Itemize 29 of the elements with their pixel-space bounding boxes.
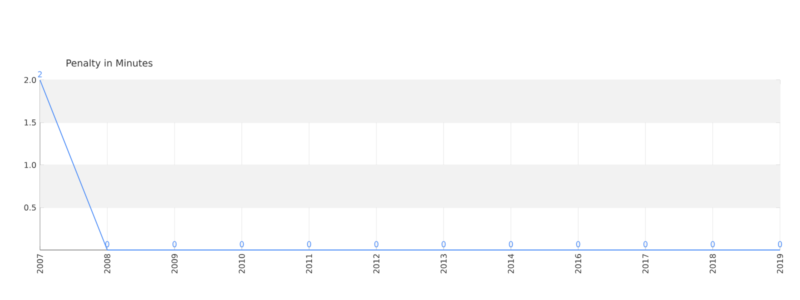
data-label: 0 <box>508 241 513 248</box>
x-tick-label: 2016 <box>575 254 582 274</box>
x-tick-label: 2012 <box>373 254 380 274</box>
data-label: 0 <box>643 241 648 248</box>
data-label: 0 <box>374 241 378 248</box>
y-tick-label: 0.5 <box>24 204 36 211</box>
data-label: 0 <box>172 241 177 248</box>
x-tick-label: 2011 <box>306 254 312 274</box>
x-tick-label: 2019 <box>776 254 784 274</box>
y-tick-label: 2.0 <box>24 76 36 84</box>
data-label: 2 <box>38 71 42 78</box>
data-label: 0 <box>307 241 312 248</box>
x-tick-label: 2013 <box>440 254 447 274</box>
data-label: 0 <box>442 241 446 248</box>
x-tick-label: 2018 <box>710 254 716 274</box>
x-tick-label: 2010 <box>238 254 245 274</box>
x-tick-label: 2008 <box>104 254 110 274</box>
y-tick-label: 1.5 <box>24 120 36 126</box>
x-tick-label: 2009 <box>172 254 178 274</box>
data-label: 0 <box>240 241 244 248</box>
data-label: 0 <box>710 241 715 248</box>
x-tick-label: 2017 <box>642 254 648 274</box>
data-label: 0 <box>576 241 580 248</box>
x-tick-label: 2014 <box>508 254 514 274</box>
data-label: 0 <box>778 241 782 248</box>
data-label: 0 <box>105 241 110 248</box>
y-tick-label: 1.0 <box>24 162 36 168</box>
x-tick-label: 2007 <box>36 254 44 274</box>
chart-title: Penalty in Minutes <box>66 59 152 68</box>
